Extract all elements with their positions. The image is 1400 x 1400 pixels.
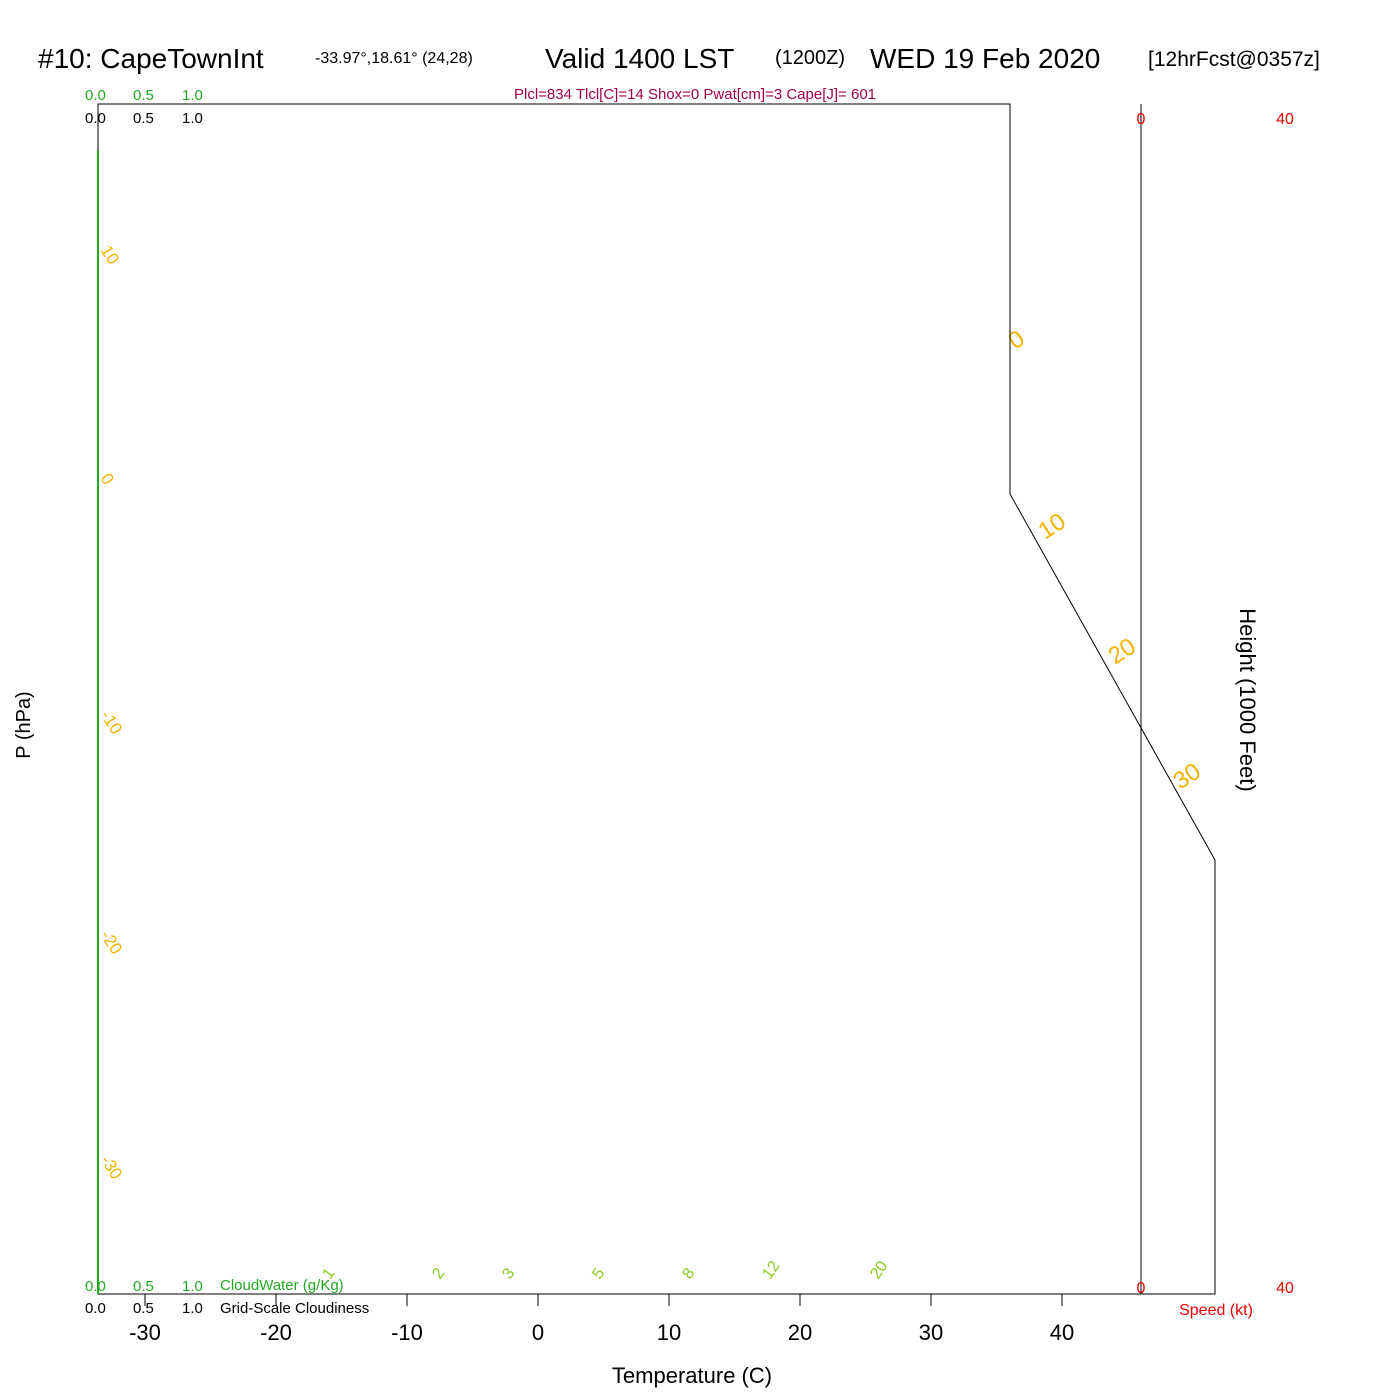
speed-tick-label: 0 [1137, 111, 1146, 128]
cloudiness-scale-bottom: 0.0 0.5 1.0 Grid-Scale Cloudiness [85, 1300, 369, 1317]
thermo-grid: 1 2 3 5 8 12 20 [319, 1258, 891, 1282]
cloudwater-label: CloudWater (g/Kg) [220, 1277, 344, 1294]
dry-adiabat-label: -10 [97, 707, 126, 738]
sounding-indices: Plcl=834 Tlcl[C]=14 Shox=0 Pwat[cm]=3 Ca… [514, 86, 876, 103]
isotherm-label: 0 [1004, 325, 1030, 355]
x-tick-label: 20 [788, 1320, 812, 1345]
cloudiness-tick: 1.0 [182, 110, 203, 127]
dry-adiabat-label: -30 [97, 1152, 126, 1183]
mixing-ratio-label: 5 [589, 1265, 608, 1282]
cloudwater-tick: 1.0 [182, 87, 203, 104]
cloudwater-tick: 0.0 [85, 1278, 106, 1295]
cloudiness-tick: 0.5 [133, 110, 154, 127]
cloudiness-tick: 0.0 [85, 1300, 106, 1317]
mixing-ratio-label: 8 [679, 1265, 698, 1282]
speed-tick-label: 40 [1276, 111, 1294, 128]
x-tick-label: 10 [657, 1320, 681, 1345]
mixing-ratio-label: 2 [429, 1265, 448, 1282]
dry-adiabat-label: 0 [97, 470, 118, 488]
valid-time: Valid 1400 LST [545, 43, 734, 74]
isotherm-label: 30 [1169, 758, 1206, 795]
speed-axis-title: Speed (kt) [1179, 1302, 1253, 1319]
cloudwater-tick: 0.0 [85, 87, 106, 104]
x-tick-label: -10 [391, 1320, 423, 1345]
cloudwater-tick: 1.0 [182, 1278, 203, 1295]
dry-adiabat-label: 10 [97, 242, 123, 268]
forecast-info: [12hrFcst@0357z] [1148, 48, 1320, 71]
zulu-time: (1200Z) [775, 47, 845, 69]
mixing-ratio-label: 20 [867, 1258, 891, 1282]
station-title: #10: CapeTownInt [38, 43, 264, 74]
x-axis-title: Temperature (C) [612, 1363, 772, 1388]
x-tick-label: -30 [129, 1320, 161, 1345]
y-axis-title: P (hPa) [13, 691, 35, 758]
axes: -30-20-100102030402503004005007008501000… [129, 111, 1294, 1345]
dry-adiabat-label: -20 [97, 927, 126, 958]
mixing-ratio-label: 3 [499, 1265, 518, 1282]
cloudwater-scale-top: 0.0 0.5 1.0 [85, 87, 203, 104]
cloudiness-tick: 0.5 [133, 1300, 154, 1317]
x-tick-label: 0 [532, 1320, 544, 1345]
x-tick-label: 30 [919, 1320, 943, 1345]
height-axis-title: Height (1000 Feet) [1235, 608, 1260, 791]
cloudiness-tick: 1.0 [182, 1300, 203, 1317]
mixing-ratio-label: 12 [759, 1258, 783, 1282]
cloudiness-scale-top: 0.0 0.5 1.0 [85, 110, 203, 127]
speed-tick-label: 0 [1137, 1280, 1146, 1297]
speed-tick-label: 40 [1276, 1280, 1294, 1297]
station-coords: -33.97°,18.61° (24,28) [315, 50, 473, 67]
isotherm-label: 20 [1104, 633, 1141, 670]
cloudwater-scale-bottom: 0.0 0.5 1.0 CloudWater (g/Kg) [85, 1277, 344, 1295]
valid-date: WED 19 Feb 2020 [870, 43, 1100, 74]
plot-border [97, 103, 1216, 1295]
cloudiness-label: Grid-Scale Cloudiness [220, 1300, 369, 1317]
cloudwater-tick: 0.5 [133, 87, 154, 104]
x-tick-label: -20 [260, 1320, 292, 1345]
isotherm-label: 10 [1034, 508, 1071, 545]
cloudwater-tick: 0.5 [133, 1278, 154, 1295]
x-tick-label: 40 [1050, 1320, 1074, 1345]
cloudiness-tick: 0.0 [85, 110, 106, 127]
